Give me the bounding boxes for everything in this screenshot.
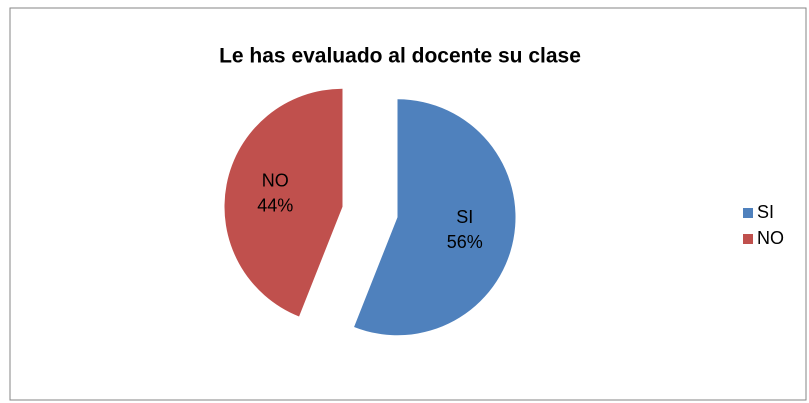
slice-label: SI — [456, 207, 473, 227]
slice-value-label: 44% — [257, 196, 293, 216]
slice-label: NO — [262, 171, 289, 191]
legend-swatch — [743, 208, 753, 218]
pie-slice — [224, 88, 343, 317]
pie-slice — [354, 99, 516, 336]
legend-label: SI — [757, 202, 774, 222]
slice-value-label: 56% — [447, 232, 483, 252]
chart-title: Le has evaluado al docente su clase — [219, 45, 581, 68]
legend-label: NO — [757, 228, 784, 248]
legend-swatch — [743, 234, 753, 244]
